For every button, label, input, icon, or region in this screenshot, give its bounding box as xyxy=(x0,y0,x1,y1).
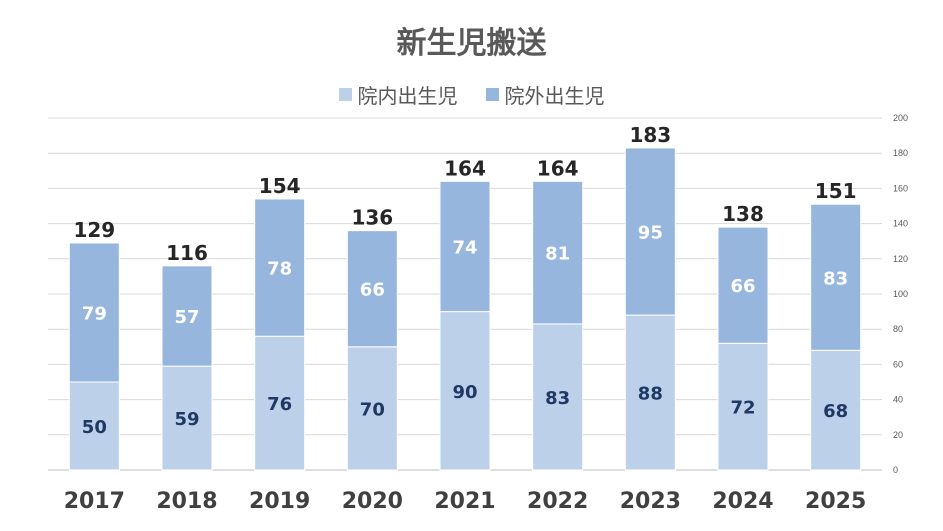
total-label: 136 xyxy=(351,206,393,230)
y-tick-label: 40 xyxy=(893,395,903,405)
bar-inborn xyxy=(717,342,769,471)
data-label-inborn: 59 xyxy=(174,409,199,430)
bar-outborn xyxy=(346,230,398,348)
y-tick-label: 80 xyxy=(893,324,903,334)
data-label-inborn: 68 xyxy=(823,401,848,422)
bar-outborn xyxy=(161,265,213,367)
y-tick-label: 180 xyxy=(893,148,908,158)
y-tick-label: 60 xyxy=(893,359,903,369)
y-tick-label: 20 xyxy=(893,430,903,440)
total-label: 138 xyxy=(722,202,764,226)
bar-inborn xyxy=(439,311,491,471)
legend-swatch-outborn xyxy=(485,88,499,101)
bar-inborn xyxy=(810,349,862,471)
bar-outborn xyxy=(532,180,584,325)
bar-inborn xyxy=(346,346,398,471)
data-label-inborn: 83 xyxy=(545,388,570,409)
x-tick-label: 2023 xyxy=(620,489,681,514)
x-tick-label: 2018 xyxy=(156,489,217,514)
bar-inborn xyxy=(624,314,676,471)
bar-outborn xyxy=(717,226,769,344)
legend-label-outborn: 院外出生児 xyxy=(504,84,605,108)
x-tick-label: 2019 xyxy=(249,489,310,514)
x-tick-label: 2024 xyxy=(712,489,773,514)
total-label: 164 xyxy=(444,156,486,180)
legend-swatch-inborn xyxy=(338,88,352,101)
total-label: 129 xyxy=(73,218,115,242)
legend: 院内出生児 院外出生児 xyxy=(0,80,943,109)
data-label-outborn: 74 xyxy=(452,237,477,258)
bar-outborn xyxy=(254,198,306,337)
data-label-inborn: 90 xyxy=(452,382,477,403)
bar-inborn xyxy=(254,335,306,471)
legend-item-inborn: 院内出生児 xyxy=(338,80,458,109)
x-tick-label: 2025 xyxy=(805,489,866,514)
y-tick-label: 120 xyxy=(893,254,908,264)
data-label-inborn: 70 xyxy=(360,399,385,420)
y-tick-label: 0 xyxy=(893,465,898,475)
bar-outborn xyxy=(439,180,491,313)
bar-inborn xyxy=(68,381,120,471)
total-label: 164 xyxy=(537,156,579,180)
data-label-inborn: 88 xyxy=(638,384,663,405)
data-label-inborn: 76 xyxy=(267,394,292,415)
bar-inborn xyxy=(161,365,213,471)
x-tick-label: 2022 xyxy=(527,489,588,514)
x-tick-label: 2020 xyxy=(342,489,403,514)
data-label-outborn: 83 xyxy=(823,268,848,289)
x-tick-label: 2021 xyxy=(434,489,495,514)
total-label: 151 xyxy=(815,179,857,203)
data-label-inborn: 50 xyxy=(82,417,107,438)
data-label-outborn: 81 xyxy=(545,244,570,265)
data-label-inborn: 72 xyxy=(730,398,755,419)
y-tick-label: 200 xyxy=(893,113,908,123)
bar-inborn xyxy=(532,323,584,471)
y-tick-label: 140 xyxy=(893,219,908,229)
legend-label-inborn: 院内出生児 xyxy=(357,84,458,108)
data-label-outborn: 66 xyxy=(360,280,385,301)
data-label-outborn: 66 xyxy=(730,276,755,297)
y-tick-label: 100 xyxy=(893,289,908,299)
data-label-outborn: 57 xyxy=(174,307,199,328)
total-label: 183 xyxy=(629,123,671,147)
data-label-outborn: 95 xyxy=(638,223,663,244)
data-label-outborn: 79 xyxy=(82,303,107,324)
data-label-outborn: 78 xyxy=(267,259,292,280)
total-label: 116 xyxy=(166,241,208,265)
bar-outborn xyxy=(810,203,862,351)
total-label: 154 xyxy=(259,174,301,198)
bar-outborn xyxy=(624,147,676,316)
x-tick-label: 2017 xyxy=(64,489,125,514)
legend-item-outborn: 院外出生児 xyxy=(485,80,605,109)
chart-title: 新生児搬送 xyxy=(396,26,547,61)
bar-outborn xyxy=(68,242,120,383)
y-tick-label: 160 xyxy=(893,183,908,193)
